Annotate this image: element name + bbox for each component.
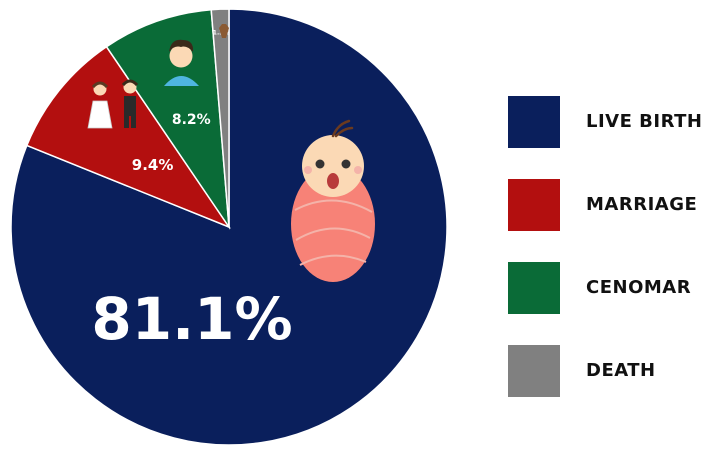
legend-label-marriage: MARRIAGE	[586, 194, 698, 215]
data-label-marriage: 9.4%	[132, 156, 174, 174]
legend-label-live-birth: LIVE BIRTH	[586, 111, 703, 132]
legend-label-death: DEATH	[586, 360, 656, 381]
legend-swatch-live-birth	[508, 96, 560, 148]
legend-label-cenomar: CENOMAR	[586, 277, 692, 298]
wedding-couple-icon	[87, 79, 139, 129]
man-icon	[164, 39, 199, 86]
pie-slice-death	[210, 8, 230, 228]
legend-swatch-death	[508, 345, 560, 397]
data-label-cenomar: 8.2%	[172, 112, 211, 128]
pie-slice-marriage	[25, 45, 232, 229]
baby-icon	[291, 119, 375, 282]
legend-swatch-cenomar	[508, 262, 560, 314]
coffin-icon	[219, 24, 229, 38]
legend-swatch-marriage	[508, 179, 560, 231]
data-label-live-birth: 81.1%	[91, 285, 292, 353]
pie-slice-cenomar	[105, 8, 230, 230]
